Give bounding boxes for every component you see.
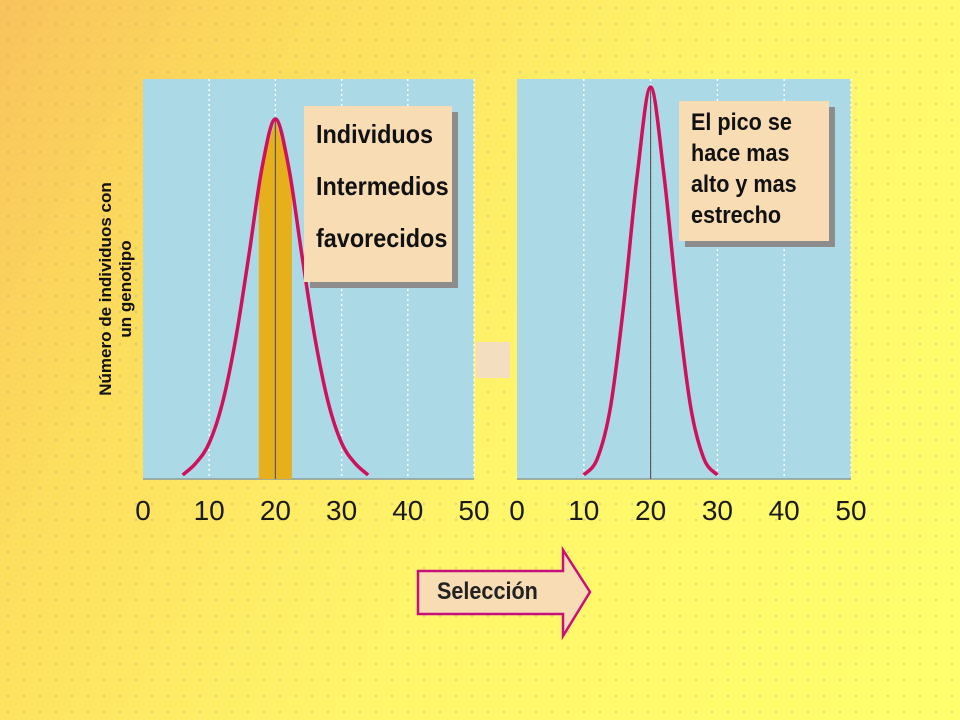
right-curve-group: [582, 85, 719, 479]
left-x-tick-20: 20: [260, 495, 291, 526]
note-left-line-1: Individuos: [316, 119, 433, 149]
note-right-line-4: estrecho: [691, 202, 782, 229]
selection-arrow: [416, 545, 592, 641]
right-x-tick-50: 50: [835, 495, 866, 526]
selection-label: Selección: [437, 578, 538, 605]
y-axis-label: Número de individuos con un genotipo: [96, 134, 136, 444]
right-x-tick-10: 10: [568, 495, 599, 526]
panel-connector: [476, 342, 510, 378]
right-distribution-curve: [582, 85, 719, 477]
note-intermediate-favored: Individuos Intermedios favorecidos: [304, 106, 452, 282]
right-x-tick-0: 0: [509, 495, 525, 526]
left-x-tick-0: 0: [135, 495, 151, 526]
left-distribution-curve: [181, 117, 370, 477]
note-right-line-3: alto y mas: [691, 171, 797, 198]
note-right-line-1: El pico se: [691, 109, 792, 136]
right-x-tick-20: 20: [635, 495, 666, 526]
left-curve-group: [181, 117, 370, 479]
right-x-tick-40: 40: [769, 495, 800, 526]
note-left-line-2: Intermedios: [316, 171, 449, 201]
y-axis-label-line-2: un genotipo: [116, 240, 135, 338]
left-x-tick-labels: 0 10 20 30 40 50: [135, 495, 489, 526]
left-x-tick-40: 40: [392, 495, 423, 526]
note-right-line-2: hace mas: [691, 140, 790, 167]
note-peak-narrower: El pico se hace mas alto y mas estrecho: [679, 101, 829, 241]
y-axis-label-line-1: Número de individuos con: [96, 182, 115, 396]
note-left-line-3: favorecidos: [316, 223, 448, 253]
left-x-tick-10: 10: [194, 495, 225, 526]
right-x-tick-30: 30: [702, 495, 733, 526]
left-x-tick-30: 30: [326, 495, 357, 526]
left-x-tick-50: 50: [458, 495, 489, 526]
right-x-tick-labels: 0 10 20 30 40 50: [509, 495, 866, 526]
